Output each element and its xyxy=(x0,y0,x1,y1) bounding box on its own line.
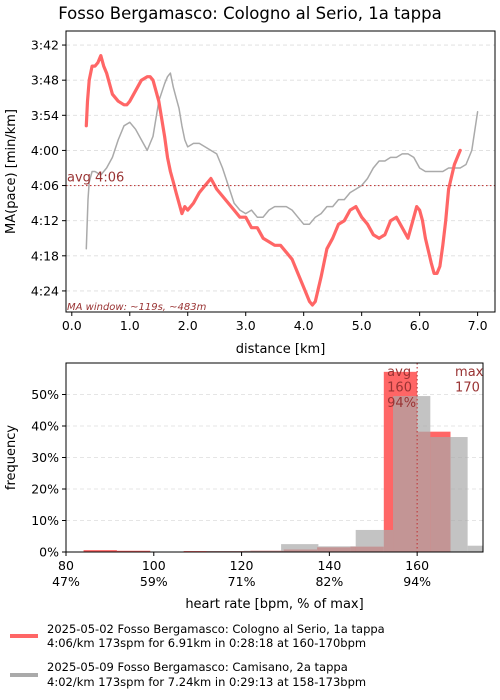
pace-x-tick-label: 3.0 xyxy=(236,318,256,333)
histogram-y-ticks: 0% 10% 20% 30% 40% 50% xyxy=(31,387,66,560)
pace-y-tick-label: 4:00 xyxy=(31,143,59,158)
pace-series-run-2 xyxy=(85,72,479,250)
histogram-y-tick-label: 10% xyxy=(31,513,59,528)
ma-window-annotation: MA window: ~119s, ~483m xyxy=(67,302,207,313)
histogram-y-tick-label: 40% xyxy=(31,419,59,434)
pace-y-tick-label: 3:48 xyxy=(31,73,59,88)
legend-entry-run-1-stats: 4:06/km 173spm for 6.91km in 0:28:18 at … xyxy=(47,636,366,650)
pace-x-ticks: 0.0 1.0 2.0 3.0 4.0 5.0 6.0 7.0 xyxy=(62,312,488,333)
histogram-x-axis-label: heart rate [bpm, % of max] xyxy=(185,597,363,612)
histogram-y-axis-label: frequency xyxy=(4,425,19,491)
histogram-bar-run-1 xyxy=(83,550,117,552)
pace-x-tick-label: 2.0 xyxy=(178,318,198,333)
histogram-bar-run-2 xyxy=(243,550,282,552)
legend-entry-run-2-stats: 4:02/km 173spm for 7.24km in 0:29:13 at … xyxy=(47,675,366,689)
pace-x-tick-label: 6.0 xyxy=(410,318,430,333)
histogram-x-ticks: 80 47% 100 59% 120 71% 140 82% 160 94% xyxy=(52,552,431,589)
histogram-x-tick-label: 80 47% xyxy=(52,558,80,589)
histogram-y-tick-label: 50% xyxy=(31,387,59,402)
histogram-bar-run-1 xyxy=(116,550,151,552)
pace-x-tick-label: 1.0 xyxy=(120,318,140,333)
histogram-y-tick-label: 0% xyxy=(39,545,59,560)
histogram-x-tick-label: 120 71% xyxy=(228,558,256,589)
pace-y-tick-label: 4:12 xyxy=(31,213,59,228)
histogram-bars xyxy=(83,371,483,553)
histogram-y-tick-label: 20% xyxy=(31,482,59,497)
pace-y-tick-label: 4:24 xyxy=(31,283,59,298)
histogram-bar-run-2 xyxy=(281,544,319,552)
hr-max-label: max 170 xyxy=(455,365,484,396)
pace-x-tick-label: 4.0 xyxy=(294,318,314,333)
legend-entry-run-1-title: 2025-05-02 Fosso Bergamasco: Cologno al … xyxy=(47,622,385,636)
legend-entry-run-2-title: 2025-05-09 Fosso Bergamasco: Camisano, 2… xyxy=(47,660,348,674)
pace-y-tick-label: 4:18 xyxy=(31,248,59,263)
histogram-y-tick-label: 30% xyxy=(31,450,59,465)
heart-rate-histogram: avg 160 94% max 170 80 47% 100 59% 120 71% 140 82%… xyxy=(4,362,484,612)
histogram-bar-run-2 xyxy=(318,546,356,552)
pace-y-tick-label: 3:42 xyxy=(31,38,59,53)
histogram-x-tick-label: 100 59% xyxy=(140,558,168,589)
histogram-bar-run-2 xyxy=(355,529,394,552)
pace-x-tick-label: 0.0 xyxy=(62,318,82,333)
histogram-x-tick-label: 140 82% xyxy=(315,558,343,589)
pace-x-axis-label: distance [km] xyxy=(236,342,326,357)
legend: 2025-05-02 Fosso Bergamasco: Cologno al … xyxy=(10,622,385,689)
pace-series-group xyxy=(84,53,479,307)
pace-average-label: avg 4:06 xyxy=(67,171,124,186)
pace-y-tick-label: 4:06 xyxy=(31,178,59,193)
pace-y-axis-label: MA(pace) [min/km] xyxy=(4,109,19,234)
pace-chart: avg 4:06 MA window: ~119s, ~483m 0.0 1.0 2… xyxy=(4,30,496,357)
pace-x-tick-label: 5.0 xyxy=(352,318,372,333)
pace-x-tick-label: 7.0 xyxy=(468,318,488,333)
histogram-x-tick-label: 160 94% xyxy=(403,558,431,589)
histogram-bar-run-2 xyxy=(430,437,468,552)
pace-plot-frame xyxy=(65,30,496,313)
histogram-bar-run-2 xyxy=(467,545,483,552)
pace-y-ticks: 3:42 3:48 3:54 4:00 4:06 4:12 4:18 4:24 xyxy=(31,38,66,298)
pace-series-run-1 xyxy=(84,53,462,307)
pace-y-tick-label: 3:54 xyxy=(31,108,59,123)
chart-title: Fosso Bergamasco: Cologno al Serio, 1a t… xyxy=(58,4,441,23)
histogram-bar-run-2 xyxy=(393,396,431,552)
hr-average-label: avg 160 94% xyxy=(387,365,416,411)
